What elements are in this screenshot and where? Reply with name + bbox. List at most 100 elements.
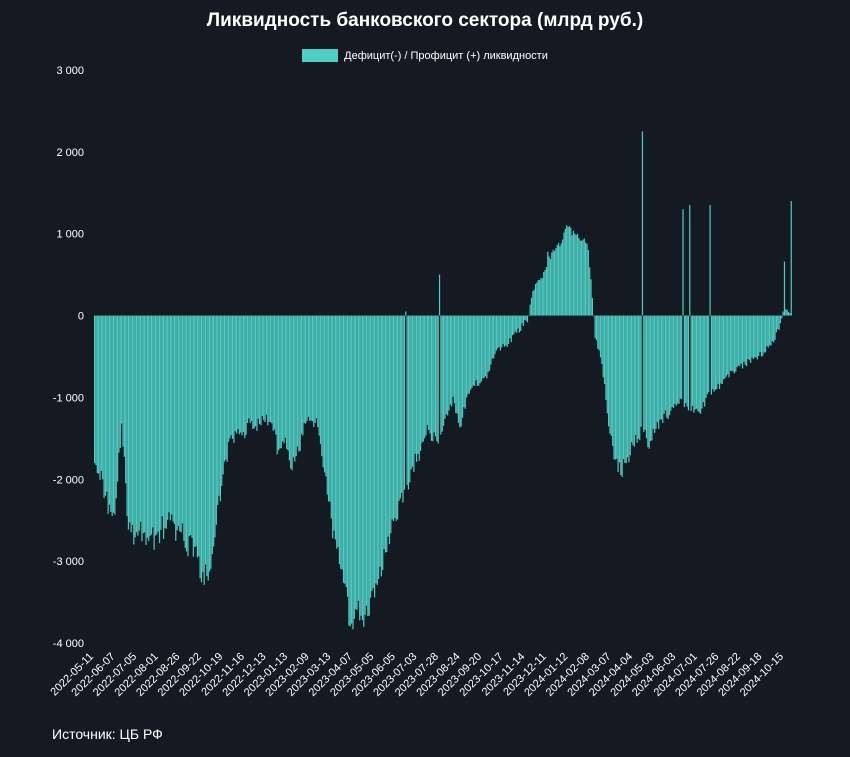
bar xyxy=(667,315,669,420)
bar xyxy=(401,315,403,493)
bar xyxy=(185,315,188,552)
bar xyxy=(570,227,572,316)
bar xyxy=(754,315,756,358)
bar xyxy=(418,315,420,461)
bar xyxy=(190,315,192,536)
bar xyxy=(144,315,146,533)
bar xyxy=(495,315,497,351)
bar xyxy=(662,315,664,423)
bar xyxy=(751,315,753,358)
bar xyxy=(168,315,170,513)
bar xyxy=(184,315,186,548)
bar xyxy=(455,315,457,414)
bar xyxy=(616,315,618,459)
bar xyxy=(125,315,127,484)
chart-title: Ликвидность банковского сектора (млрд ру… xyxy=(206,10,644,31)
bar xyxy=(364,315,366,615)
bar xyxy=(610,315,612,436)
bar xyxy=(675,315,677,406)
bar xyxy=(736,315,738,368)
bar xyxy=(775,315,777,333)
bar xyxy=(461,315,464,418)
bar xyxy=(526,315,529,323)
bar xyxy=(99,315,101,480)
bar xyxy=(597,315,599,349)
bar xyxy=(510,315,512,343)
bar xyxy=(748,315,750,361)
bar xyxy=(246,315,249,424)
bar xyxy=(476,315,479,386)
bar xyxy=(195,315,197,547)
bar xyxy=(395,315,397,521)
bar xyxy=(365,315,368,606)
bar xyxy=(721,315,723,384)
bar xyxy=(110,315,112,512)
bar xyxy=(729,315,731,371)
bar xyxy=(663,315,665,414)
bar xyxy=(486,315,488,379)
bar xyxy=(355,315,357,609)
bar xyxy=(383,315,385,550)
bar xyxy=(575,235,577,316)
bar xyxy=(762,315,764,356)
bar xyxy=(789,313,791,316)
bar xyxy=(294,315,296,462)
bar xyxy=(188,315,190,537)
bar xyxy=(774,315,776,340)
bar xyxy=(292,315,295,458)
bar xyxy=(655,315,657,430)
bar xyxy=(428,315,430,430)
bar xyxy=(234,315,236,432)
bar xyxy=(626,315,629,458)
bar xyxy=(104,315,107,496)
bar xyxy=(117,315,119,482)
bar xyxy=(578,237,580,316)
bar xyxy=(348,315,350,626)
bar xyxy=(346,315,349,597)
bar xyxy=(158,315,161,544)
bar xyxy=(728,315,730,378)
bar xyxy=(453,315,456,404)
legend-label: Дефицит(-) / Профицит (+) ликвидности xyxy=(344,49,548,62)
bar xyxy=(225,315,227,460)
bar xyxy=(345,315,347,588)
bar xyxy=(563,232,565,316)
bar xyxy=(313,315,315,428)
bar xyxy=(253,315,255,429)
bar xyxy=(739,315,741,367)
bar xyxy=(386,315,388,553)
bar xyxy=(556,245,558,316)
bar xyxy=(363,315,365,627)
bar xyxy=(344,315,346,584)
bar xyxy=(725,315,727,377)
bar xyxy=(227,315,230,442)
bar xyxy=(763,315,765,353)
bar xyxy=(276,315,278,455)
bar xyxy=(334,315,336,540)
bar xyxy=(130,315,132,533)
bar xyxy=(713,315,715,392)
bar xyxy=(498,315,500,348)
x-axis: 2022-05-112022-06-072022-07-052022-08-01… xyxy=(48,651,786,699)
bar xyxy=(778,315,780,331)
bar xyxy=(746,315,748,367)
bar xyxy=(659,315,661,420)
bar xyxy=(154,315,157,536)
bar xyxy=(787,312,790,316)
bar xyxy=(114,315,116,515)
bar xyxy=(284,315,286,438)
bar xyxy=(204,315,207,565)
bar xyxy=(756,315,759,360)
bar xyxy=(231,315,234,439)
legend[interactable]: Дефицит(-) / Профицит (+) ликвидности xyxy=(0,49,850,62)
bar xyxy=(387,315,389,537)
bar xyxy=(192,315,194,557)
bar xyxy=(244,315,246,439)
bar xyxy=(399,315,401,499)
bar xyxy=(480,315,483,382)
bar xyxy=(783,261,786,316)
bar xyxy=(620,315,622,475)
bar xyxy=(303,315,305,424)
bar xyxy=(338,315,341,565)
bar xyxy=(586,243,588,316)
